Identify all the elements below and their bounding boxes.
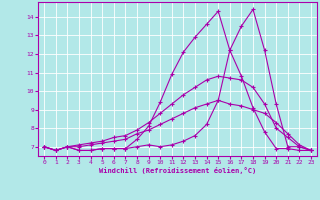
X-axis label: Windchill (Refroidissement éolien,°C): Windchill (Refroidissement éolien,°C) — [99, 167, 256, 174]
